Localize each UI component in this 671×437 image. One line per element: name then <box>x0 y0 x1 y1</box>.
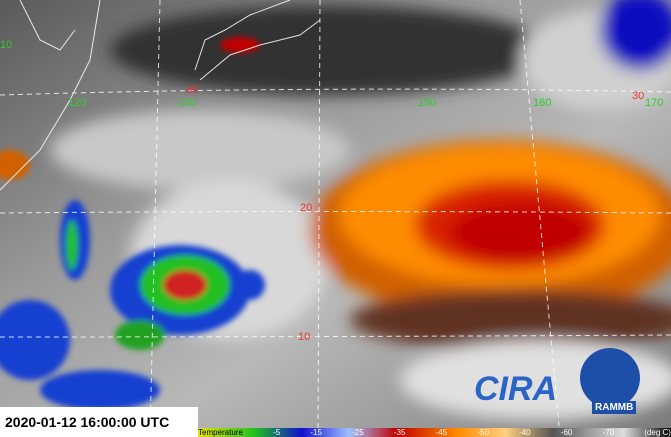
timestamp: 2020-01-12 16:00:00 UTC <box>0 407 198 437</box>
colorbar-label: -40 <box>519 428 531 437</box>
colorbar-label: -50 <box>477 428 489 437</box>
lon-label: 150 <box>418 97 437 109</box>
logo-circle <box>580 348 640 408</box>
colorbar-title: Temperature <box>198 428 243 437</box>
colorbar-label: -70 <box>602 428 615 437</box>
colorbar-label: (deg C) <box>644 428 671 437</box>
lat-label: 30 <box>632 90 645 102</box>
lon-label: 130 <box>178 97 197 109</box>
colorbar-label: -5 <box>273 428 281 437</box>
colorbar-label: -45 <box>435 428 448 437</box>
lat-label: 30 <box>186 84 199 96</box>
lon-label: 170 <box>645 97 664 109</box>
lon-label: 10 <box>0 39 13 51</box>
convection <box>0 37 265 410</box>
coastlines <box>0 0 321 191</box>
lat-label: 10 <box>298 331 311 343</box>
colorbar-label: -35 <box>393 428 406 437</box>
lon-label: 160 <box>533 97 552 109</box>
lon-label: 120 <box>68 97 87 109</box>
logo-rammb: RAMMB <box>592 401 637 414</box>
logo-cira: CIRA <box>474 370 558 408</box>
clouds <box>50 0 671 420</box>
colorbar: Temperature -5 -15 -25 -35 -45 -50 -40 -60 -70 (d… <box>198 428 671 437</box>
colorbar-label: -25 <box>352 428 364 437</box>
lat-label: 20 <box>300 202 313 214</box>
colorbar-label: -60 <box>560 428 573 437</box>
colorbar-label: -15 <box>310 428 322 437</box>
